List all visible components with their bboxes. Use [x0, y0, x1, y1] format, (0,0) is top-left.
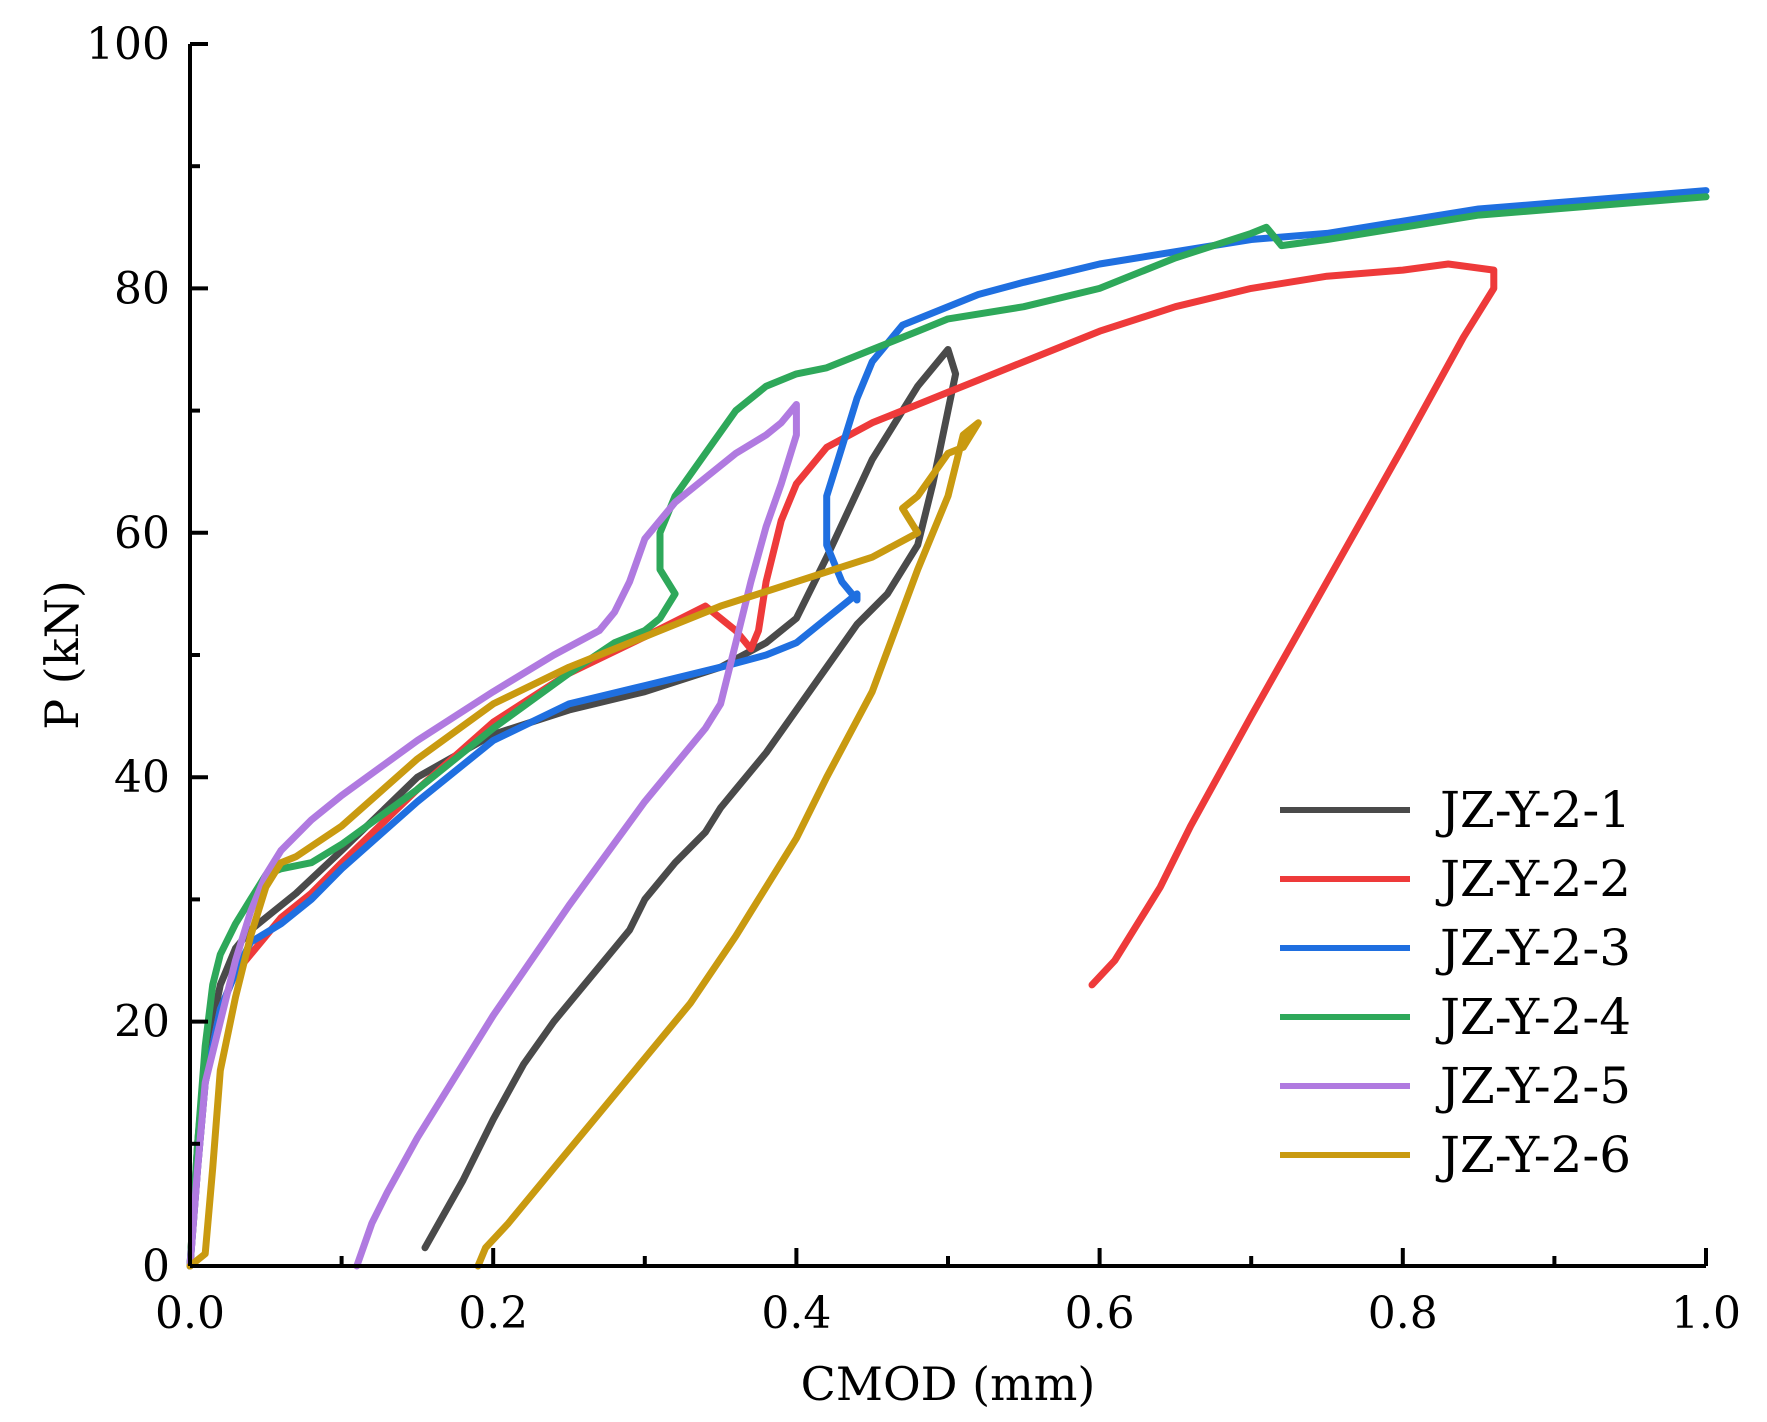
legend-label-3: JZ-Y-2-3 [1435, 919, 1631, 977]
x-tick-label: 0.0 [155, 1288, 225, 1339]
x-tick-label: 1.0 [1671, 1288, 1741, 1339]
series-line-2 [186, 260, 1498, 1270]
y-axis-title: P (kN) [35, 580, 89, 730]
legend-label-1: JZ-Y-2-1 [1435, 781, 1631, 839]
x-tick-label: 0.4 [761, 1288, 831, 1339]
x-tick-label: 0.8 [1368, 1288, 1438, 1339]
y-tick-label: 100 [86, 19, 170, 70]
legend-label-4: JZ-Y-2-4 [1435, 988, 1631, 1046]
x-axis-title: CMOD (mm) [801, 1357, 1096, 1411]
y-tick-label: 60 [114, 508, 170, 559]
y-tick-label: 40 [114, 752, 170, 803]
series-line-3 [186, 187, 1710, 1270]
y-tick-label: 80 [114, 263, 170, 314]
ticks-layer: 0.0 0.2 0.4 0.6 0.8 1.0 0 20 40 60 80 100 [86, 19, 1741, 1339]
legend-label-2: JZ-Y-2-2 [1435, 850, 1631, 908]
legend-label-6: JZ-Y-2-6 [1435, 1126, 1631, 1184]
series-line-6 [186, 419, 982, 1270]
y-tick-label: 20 [114, 997, 170, 1048]
x-tick-label: 0.6 [1065, 1288, 1135, 1339]
legend: JZ-Y-2-1 JZ-Y-2-2 JZ-Y-2-3 JZ-Y-2-4 JZ-Y-2-5… [1280, 781, 1631, 1184]
series-line-5 [186, 401, 800, 1270]
legend-label-5: JZ-Y-2-5 [1435, 1057, 1631, 1115]
y-tick-label: 0 [142, 1241, 170, 1292]
series-layer [186, 187, 1710, 1270]
x-tick-label: 0.2 [458, 1288, 528, 1339]
